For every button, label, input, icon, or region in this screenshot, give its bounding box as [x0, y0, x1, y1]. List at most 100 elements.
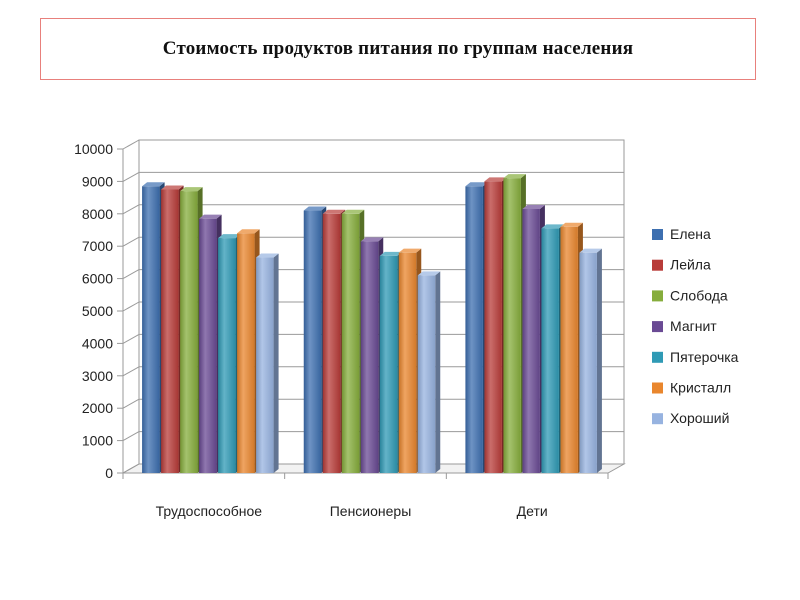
bar-top [541, 224, 564, 229]
bar-front [579, 252, 597, 473]
y-tick-label: 3000 [82, 368, 113, 384]
bar-front [503, 178, 521, 473]
legend-label: Магнит [670, 318, 717, 334]
legend-swatch [652, 351, 663, 363]
y-tick-label: 7000 [82, 238, 113, 254]
legend-swatch [652, 259, 663, 271]
y-tick-label: 10000 [74, 141, 113, 157]
bar-top [341, 209, 365, 214]
chart-title-box: Стоимость продуктов питания по группам н… [40, 18, 756, 80]
category-label: Дети [517, 503, 548, 519]
bar-front [379, 255, 398, 473]
gridline-diag [122, 269, 140, 280]
legend-item: Пятерочка [652, 349, 739, 365]
bar-side [435, 271, 441, 473]
bar-top [199, 214, 222, 219]
legend-item: Хороший [652, 410, 729, 426]
bar-top [218, 234, 241, 239]
gridline-diag [122, 139, 140, 150]
gridline-diag [122, 236, 140, 247]
category-label: Трудоспособное [156, 503, 263, 519]
bar-front [417, 275, 436, 473]
category-label: Пенсионеры [330, 503, 412, 519]
gridline-diag [122, 431, 140, 442]
bar-top [360, 237, 384, 242]
bar-top [560, 222, 583, 227]
y-tick-label: 2000 [82, 400, 113, 416]
y-tick-label: 5000 [82, 303, 113, 319]
legend-label: Кристалл [670, 380, 731, 396]
bar-front [341, 213, 360, 474]
gridline-diag [122, 463, 140, 474]
legend-label: Елена [670, 226, 711, 242]
bar-front [560, 226, 578, 473]
bar [417, 271, 441, 473]
y-tick-label: 6000 [82, 271, 113, 287]
bar-front [218, 238, 236, 473]
bar-front [522, 208, 540, 473]
bar-front [398, 252, 417, 473]
bar-top [142, 182, 165, 187]
bar-top [303, 206, 327, 211]
legend-label: Лейла [670, 257, 711, 273]
bar-front [199, 218, 217, 473]
legend-swatch [652, 382, 663, 394]
legend-item: Кристалл [652, 380, 731, 396]
bar-top [522, 204, 545, 209]
bar-top [503, 174, 526, 179]
bar-front [322, 213, 341, 474]
bar [579, 248, 602, 473]
y-tick-label: 1000 [82, 433, 113, 449]
bar-top [379, 251, 403, 256]
legend-label: Пятерочка [670, 349, 739, 365]
y-tick-label: 8000 [82, 206, 113, 222]
legend: Елена Лейла Слобода Магнит Пятерочка Кристалл… [652, 226, 739, 426]
bar-top [465, 182, 488, 187]
gridline-diag [122, 366, 140, 377]
bar-front [303, 210, 322, 473]
legend-swatch [652, 321, 663, 333]
chart-title: Стоимость продуктов питания по группам н… [162, 38, 634, 59]
legend-label: Хороший [670, 410, 729, 426]
bar-top [322, 209, 346, 214]
bar-side [596, 248, 602, 473]
bars [142, 174, 602, 474]
legend-item: Лейла [652, 257, 711, 273]
gridline-diag [122, 333, 140, 344]
y-tick-label: 0 [105, 465, 113, 481]
y-axis-ticks: 0 1000 2000 3000 4000 5000 6000 7000 8000 9000 100… [74, 141, 123, 481]
legend-label: Слобода [670, 287, 728, 303]
bar-front [256, 257, 274, 473]
bar-top [256, 253, 279, 258]
bar-front [360, 241, 379, 473]
bar-top [579, 248, 602, 253]
y-tick-label: 4000 [82, 335, 113, 351]
bar-front [161, 189, 179, 473]
bar-front [484, 181, 502, 473]
legend-swatch [652, 413, 663, 425]
gridline-diag [122, 301, 140, 312]
bar-front [541, 228, 559, 473]
bar-front [465, 186, 483, 473]
bar-top [161, 185, 184, 190]
legend-swatch [652, 229, 663, 240]
legend-item: Слобода [652, 287, 728, 303]
bar [256, 253, 279, 473]
gridline-diag [122, 171, 140, 182]
bar-top [417, 271, 441, 276]
bar-side [273, 253, 279, 473]
gridline-diag [122, 204, 140, 215]
bar-top [180, 187, 203, 192]
legend-item: Елена [652, 226, 711, 242]
bar-front [237, 233, 255, 473]
y-tick-label: 9000 [82, 173, 113, 189]
x-axis-categories: Трудоспособное Пенсионеры Дети [122, 473, 609, 519]
bar-top [398, 248, 422, 253]
bar-top [237, 229, 260, 234]
bar-top [484, 177, 507, 182]
legend-item: Магнит [652, 318, 717, 334]
gridline-diag [122, 398, 140, 409]
legend-swatch [652, 290, 663, 302]
bar-front [142, 186, 160, 473]
